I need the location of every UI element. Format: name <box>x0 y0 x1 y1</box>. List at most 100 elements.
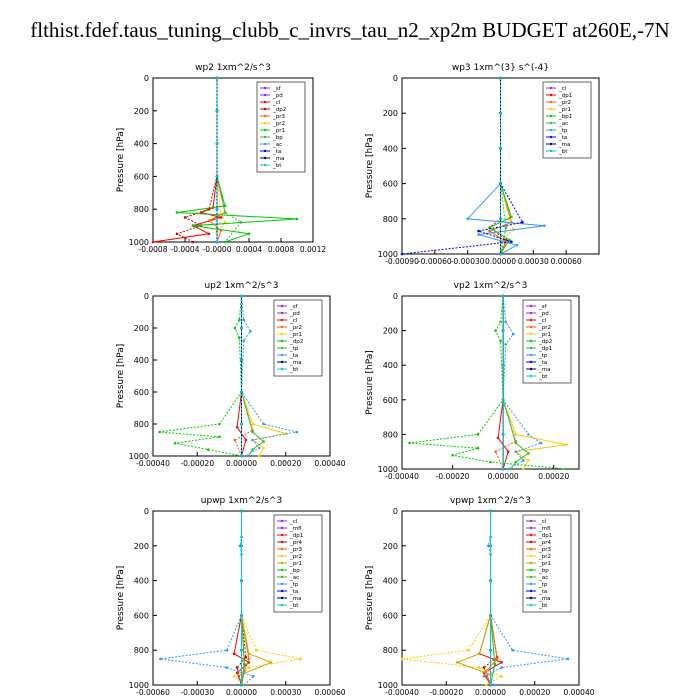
x-tick-label: 0.00030 <box>270 688 301 697</box>
data-point <box>488 229 491 233</box>
legend-label: _tp <box>538 353 548 359</box>
data-point <box>489 460 492 464</box>
data-point <box>257 454 261 458</box>
data-point <box>495 657 499 661</box>
data-point <box>489 509 492 513</box>
y-tick-label: 0 <box>144 292 149 301</box>
legend-label: _pr2 <box>289 554 302 560</box>
legend-label: _bt <box>289 603 299 609</box>
legend-label: _bt <box>538 374 548 380</box>
data-point <box>242 339 245 343</box>
data-point <box>238 336 241 339</box>
data-point <box>218 422 221 426</box>
legend-label: _cl <box>289 318 298 324</box>
data-point <box>489 614 492 617</box>
data-point <box>159 657 162 661</box>
data-point <box>254 648 258 652</box>
legend-marker <box>529 367 533 371</box>
data-point <box>151 240 155 244</box>
legend-marker <box>263 114 267 118</box>
data-point <box>191 240 195 244</box>
data-point <box>467 648 470 652</box>
data-point <box>400 252 404 256</box>
legend-label: _dp1 <box>289 533 303 539</box>
legend-label: _cl <box>558 86 567 92</box>
data-point <box>207 219 211 222</box>
legend-label: _bt <box>558 149 568 155</box>
y-tick-label: 200 <box>383 109 398 118</box>
data-point <box>175 211 179 214</box>
data-point <box>476 446 480 450</box>
panel-title: wp2 1xm^2/s^3 <box>195 63 271 73</box>
data-point <box>522 467 525 471</box>
legend-marker <box>529 339 533 343</box>
data-point <box>489 544 492 548</box>
legend-label: _ma <box>289 360 301 366</box>
legend-label: _dp1 <box>538 533 552 539</box>
panel-title: vpwp 1xm^2/s^3 <box>450 496 531 506</box>
data-point <box>501 398 505 402</box>
data-point <box>247 232 251 236</box>
data-point <box>240 683 243 687</box>
legend-marker <box>549 128 553 132</box>
data-point <box>238 318 241 322</box>
data-point <box>510 240 513 243</box>
legend-label: _ac <box>558 121 568 127</box>
data-point <box>482 666 486 669</box>
legend-marker <box>263 135 267 139</box>
y-tick-label: 400 <box>134 577 149 586</box>
legend-marker <box>549 114 553 118</box>
legend-marker <box>549 107 553 111</box>
data-point <box>400 657 404 661</box>
data-point <box>501 363 505 367</box>
data-point <box>244 438 248 442</box>
data-point <box>251 422 254 426</box>
y-tick-label: 400 <box>383 361 398 370</box>
legend-marker <box>529 353 533 357</box>
legend-marker <box>263 93 267 97</box>
legend-label: _pd <box>538 311 549 317</box>
x-tick-label: 0.00000 <box>488 472 519 481</box>
data-point <box>240 544 243 548</box>
data-point <box>225 648 229 652</box>
data-point <box>252 675 255 678</box>
x-tick-label: -0.0000 <box>203 245 232 254</box>
legend-marker <box>263 128 267 132</box>
legend-label: _bt <box>538 603 548 609</box>
y-tick-label: 200 <box>383 542 398 551</box>
legend-label: _bt <box>289 367 299 373</box>
legend-label: _mfl <box>289 526 302 532</box>
data-point <box>244 454 248 458</box>
data-point <box>527 459 530 462</box>
data-point <box>235 666 239 669</box>
legend-label: _pd <box>289 311 300 317</box>
data-point <box>240 358 243 362</box>
data-point <box>215 207 219 211</box>
y-tick-label: 800 <box>383 430 398 439</box>
data-point <box>566 657 570 661</box>
legend-marker <box>529 575 533 579</box>
panel-title: up2 1xm^2/s^3 <box>204 281 278 291</box>
legend-marker <box>263 100 267 104</box>
data-point <box>539 441 543 445</box>
data-point <box>565 467 568 471</box>
legend-marker <box>529 526 533 530</box>
data-point <box>191 224 195 227</box>
legend-label: _pr2 <box>538 325 551 331</box>
data-point <box>500 675 503 678</box>
legend-label: _cl <box>538 519 547 525</box>
x-tick-label: 0.0008 <box>268 245 294 254</box>
data-point <box>499 76 502 80</box>
panel-3: up2 1xm^2/s^3 Pressure [hPa] 0 200 400 600 800… <box>116 281 346 468</box>
data-point <box>240 294 243 298</box>
data-point <box>506 450 510 454</box>
y-axis-label: Pressure [hPa] <box>365 566 375 631</box>
legend-label: _pr1 <box>538 332 551 338</box>
legend-label: _pr3 <box>272 114 286 120</box>
y-tick-label: 400 <box>383 577 398 586</box>
legend-marker <box>263 86 267 90</box>
legend-label: _pd <box>272 93 283 99</box>
data-point <box>493 683 497 687</box>
legend-marker <box>529 533 533 537</box>
legend-marker <box>280 547 284 551</box>
